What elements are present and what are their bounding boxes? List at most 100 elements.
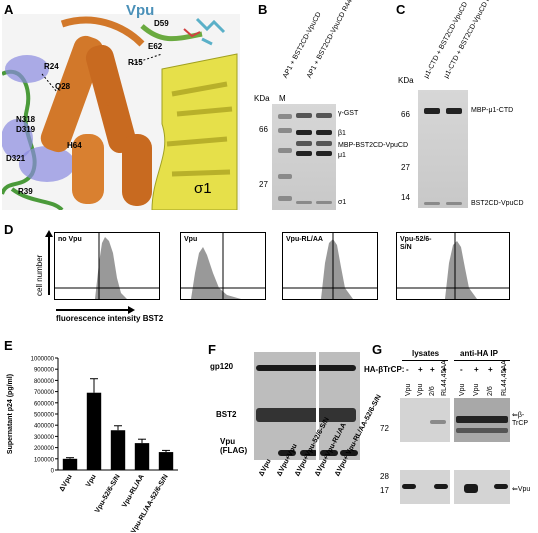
marker-g-28: 28 xyxy=(380,472,389,481)
band-mu1: μ1 xyxy=(338,152,346,159)
marker-lane-label: M xyxy=(279,94,286,103)
lane-g-5: Vpu xyxy=(459,383,466,396)
structure-image xyxy=(2,14,240,210)
bar xyxy=(158,452,174,470)
vpu-structure-title: Vpu xyxy=(126,2,155,19)
lane-g-8: RL44,45AA xyxy=(501,360,508,396)
residue-n318: N318 xyxy=(16,115,36,124)
marker-c-27: 27 xyxy=(401,163,410,172)
ha-btrcp-label: HA-βTrCP: xyxy=(364,365,405,374)
band-bst2-vpu: BST2CD-VpuCD xyxy=(471,200,524,207)
blot-label-vpu-flag: Vpu (FLAG) xyxy=(220,437,248,455)
facs-ylabel: cell number xyxy=(35,254,44,296)
x-tick-label: Vpu xyxy=(85,474,98,489)
panel-c-label: C xyxy=(396,2,406,17)
lane-g-7: 2/6 xyxy=(487,386,494,396)
residue-d321: D321 xyxy=(6,154,26,163)
facs-x-arrow xyxy=(56,309,130,311)
facs-xlabel: fluorescence intensity BST2 xyxy=(56,314,164,323)
lysates-underline xyxy=(402,360,448,361)
facs-plot-vpu-rlaa xyxy=(282,232,378,300)
lane-g-1: Vpu xyxy=(405,383,412,396)
ip-underline xyxy=(454,360,510,361)
panel-a-label: A xyxy=(4,2,14,17)
residue-r15: R15 xyxy=(128,58,143,67)
marker-g-72: 72 xyxy=(380,424,389,433)
y-tick-label: 0 xyxy=(51,469,55,475)
marker-c-66: 66 xyxy=(401,110,410,119)
kda-label-c: KDa xyxy=(398,76,414,85)
facs-label-vpu-526sn: Vpu-52/6-S/N xyxy=(400,236,432,251)
bar xyxy=(86,392,102,470)
residue-h64: H64 xyxy=(67,141,82,150)
y-tick-label: 900000 xyxy=(34,368,55,374)
residue-d59: D59 xyxy=(154,19,169,28)
blot-g-top-lysates xyxy=(400,398,450,442)
x-tick-label: Vpu-52/6-S/N xyxy=(94,474,122,515)
gel-c xyxy=(418,90,468,208)
y-tick-label: 400000 xyxy=(34,424,55,430)
band-mbp-mu1-ctd: MBP-μ1-CTD xyxy=(471,107,514,114)
y-tick-label: 800000 xyxy=(34,379,55,385)
ha-sign-4: + xyxy=(442,365,447,374)
facs-y-arrowhead xyxy=(45,230,53,237)
facs-plot-vpu xyxy=(180,232,266,300)
panel-b-label: B xyxy=(258,2,268,17)
lane-g-3: 2/6 xyxy=(429,386,436,396)
protein-structure-drawing xyxy=(2,16,238,210)
blot-label-gp120: gp120 xyxy=(210,362,234,371)
y-tick-label: 500000 xyxy=(34,413,55,419)
blot-g-top-ip xyxy=(454,398,510,442)
residue-r24: R24 xyxy=(44,62,59,71)
residue-q28: Q28 xyxy=(55,82,71,91)
arrow-btrcp: ⇐β-TrCP xyxy=(512,412,529,427)
panel-f-label: F xyxy=(208,342,216,357)
blot-g-bottom-ip xyxy=(454,470,510,504)
x-tick-label: ΔVpu xyxy=(59,474,74,493)
lane-c-2: μ1-CTD + BST2CD-VpuCD R44A,I45A xyxy=(442,0,506,80)
facs-plot-vpu-526sn xyxy=(396,232,510,300)
y-tick-label: 300000 xyxy=(34,435,55,441)
residue-e62: E62 xyxy=(148,42,163,51)
lane-g-4: RL44,45AA xyxy=(441,360,448,396)
lane-f-1: ΔVpu xyxy=(257,458,273,478)
panel-d-label: D xyxy=(4,222,14,237)
ha-sign-5: - xyxy=(460,365,463,374)
y-tick-label: 600000 xyxy=(34,401,55,407)
band-gamma-gst: γ-GST xyxy=(338,110,359,117)
arrow-icon: ⇐ xyxy=(512,486,518,493)
ha-sign-3: + xyxy=(430,365,435,374)
panel-g-label: G xyxy=(372,342,383,357)
lysates-header: lysates xyxy=(412,349,440,358)
residue-d319: D319 xyxy=(16,125,36,134)
bar xyxy=(62,458,78,470)
ha-sign-6: + xyxy=(474,365,479,374)
gamma-label: γ xyxy=(104,96,112,112)
facs-y-arrow xyxy=(48,235,50,295)
residue-r39: R39 xyxy=(18,187,33,196)
facs-plot-no-vpu xyxy=(54,232,160,300)
ha-sign-2: + xyxy=(418,365,423,374)
marker-b-27: 27 xyxy=(259,180,268,189)
blot-f xyxy=(254,352,360,460)
y-tick-label: 200000 xyxy=(34,446,55,452)
bar xyxy=(134,443,150,470)
blot-g-bottom-lysates xyxy=(400,470,450,504)
kda-label-b: KDa xyxy=(254,94,270,103)
facs-label-no-vpu: no Vpu xyxy=(58,236,82,243)
ha-sign-7: + xyxy=(488,365,493,374)
band-beta1: β1 xyxy=(338,130,346,137)
marker-b-66: 66 xyxy=(259,125,268,134)
marker-g-17: 17 xyxy=(380,486,389,495)
y-tick-label: 1000000 xyxy=(31,357,55,363)
bar xyxy=(110,430,126,470)
lane-g-6: Vpu xyxy=(473,383,480,396)
y-tick-label: 700000 xyxy=(34,390,55,396)
p24-bar-chart: 0 100000 200000 300000 400000 500000 600000 700… xyxy=(7,357,178,532)
panel-e-label: E xyxy=(4,338,13,353)
lane-g-2: Vpu xyxy=(417,383,424,396)
ha-sign-8: + xyxy=(502,365,507,374)
band-mbp-bst2: MBP-BST2CD-VpuCD xyxy=(338,142,409,149)
arrow-icon: ⇐ xyxy=(512,412,518,419)
facs-x-arrowhead xyxy=(128,306,135,314)
